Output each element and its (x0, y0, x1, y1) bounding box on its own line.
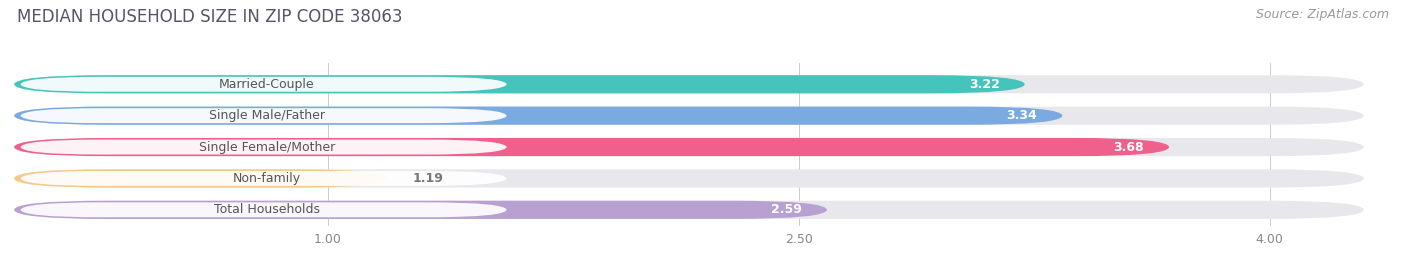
FancyBboxPatch shape (14, 201, 1364, 219)
Text: 3.68: 3.68 (1114, 141, 1144, 154)
Text: 3.34: 3.34 (1007, 109, 1038, 122)
Text: 1.19: 1.19 (413, 172, 443, 185)
Text: 3.22: 3.22 (969, 78, 1000, 91)
Text: MEDIAN HOUSEHOLD SIZE IN ZIP CODE 38063: MEDIAN HOUSEHOLD SIZE IN ZIP CODE 38063 (17, 8, 402, 26)
FancyBboxPatch shape (14, 138, 1364, 156)
Text: 2.59: 2.59 (770, 203, 801, 216)
Text: Total Households: Total Households (214, 203, 319, 216)
Text: Single Female/Mother: Single Female/Mother (198, 141, 335, 154)
FancyBboxPatch shape (20, 77, 508, 92)
FancyBboxPatch shape (20, 108, 508, 123)
Text: Single Male/Father: Single Male/Father (208, 109, 325, 122)
FancyBboxPatch shape (20, 171, 508, 186)
Text: Source: ZipAtlas.com: Source: ZipAtlas.com (1256, 8, 1389, 21)
FancyBboxPatch shape (14, 107, 1364, 125)
FancyBboxPatch shape (20, 202, 508, 217)
Text: Married-Couple: Married-Couple (219, 78, 315, 91)
FancyBboxPatch shape (14, 75, 1025, 93)
Text: Non-family: Non-family (232, 172, 301, 185)
FancyBboxPatch shape (14, 169, 1364, 187)
FancyBboxPatch shape (20, 140, 508, 154)
FancyBboxPatch shape (14, 169, 388, 187)
FancyBboxPatch shape (14, 75, 1364, 93)
FancyBboxPatch shape (14, 201, 827, 219)
FancyBboxPatch shape (14, 138, 1170, 156)
FancyBboxPatch shape (14, 107, 1063, 125)
